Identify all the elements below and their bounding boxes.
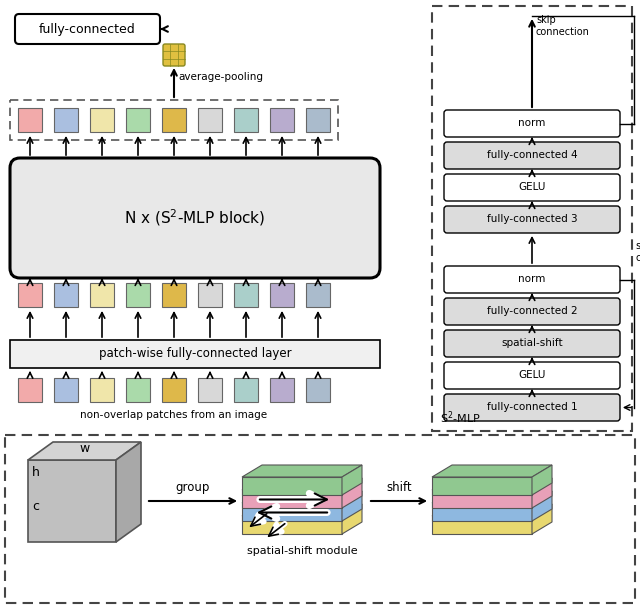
Polygon shape (532, 478, 552, 508)
Text: fully-connected 1: fully-connected 1 (486, 403, 577, 412)
FancyBboxPatch shape (163, 44, 185, 66)
Polygon shape (342, 504, 362, 534)
Bar (242, 516, 342, 534)
FancyBboxPatch shape (444, 174, 620, 201)
Bar (162, 378, 186, 402)
Bar (432, 516, 532, 534)
Bar (126, 283, 150, 307)
Bar (90, 378, 114, 402)
Bar (162, 108, 186, 132)
Text: norm: norm (518, 118, 546, 129)
FancyBboxPatch shape (444, 362, 620, 389)
Text: fully-connected 3: fully-connected 3 (486, 215, 577, 224)
Polygon shape (342, 491, 362, 521)
Text: group: group (176, 481, 210, 494)
FancyBboxPatch shape (10, 158, 380, 278)
Bar (234, 378, 258, 402)
Bar (306, 378, 330, 402)
Bar (242, 477, 342, 495)
Bar (28, 460, 116, 542)
Polygon shape (242, 504, 362, 516)
Text: GELU: GELU (518, 370, 546, 381)
Polygon shape (242, 478, 362, 490)
Bar (198, 108, 222, 132)
Bar (126, 378, 150, 402)
Bar (432, 503, 532, 521)
Bar (432, 477, 532, 495)
Bar (198, 378, 222, 402)
Bar (162, 283, 186, 307)
Bar (54, 378, 78, 402)
Bar (198, 283, 222, 307)
Polygon shape (116, 442, 141, 542)
Polygon shape (432, 478, 552, 490)
Text: c: c (33, 500, 40, 512)
Bar (54, 283, 78, 307)
Bar (242, 490, 342, 508)
Bar (306, 283, 330, 307)
FancyBboxPatch shape (444, 330, 620, 357)
Bar (54, 108, 78, 132)
Text: h: h (32, 465, 40, 478)
Text: S$^2$-MLP: S$^2$-MLP (440, 409, 481, 426)
Polygon shape (432, 465, 552, 477)
Polygon shape (342, 465, 362, 495)
Text: fully-connected 4: fully-connected 4 (486, 151, 577, 160)
Bar (270, 378, 294, 402)
Text: average-pooling: average-pooling (178, 73, 263, 82)
FancyBboxPatch shape (15, 14, 160, 44)
Bar (432, 490, 532, 508)
FancyBboxPatch shape (444, 142, 620, 169)
FancyBboxPatch shape (444, 110, 620, 137)
Bar (18, 378, 42, 402)
Text: w: w (79, 442, 90, 456)
Bar (432, 6, 632, 431)
Polygon shape (28, 442, 141, 460)
Text: N x (S$^2$-MLP block): N x (S$^2$-MLP block) (124, 207, 266, 228)
Polygon shape (532, 465, 552, 495)
Polygon shape (532, 491, 552, 521)
Polygon shape (242, 491, 362, 503)
Bar (306, 108, 330, 132)
Bar (18, 108, 42, 132)
Bar (18, 283, 42, 307)
Bar (90, 283, 114, 307)
Polygon shape (242, 465, 362, 477)
FancyBboxPatch shape (444, 394, 620, 421)
Bar (126, 108, 150, 132)
Bar (234, 108, 258, 132)
FancyBboxPatch shape (444, 206, 620, 233)
Bar (5, 435, 635, 603)
Bar (270, 108, 294, 132)
Bar (270, 283, 294, 307)
Bar (10, 100, 338, 140)
Bar (10, 340, 380, 368)
Polygon shape (532, 504, 552, 534)
Text: non-overlap patches from an image: non-overlap patches from an image (81, 410, 268, 420)
Text: norm: norm (518, 274, 546, 284)
Text: fully-connected: fully-connected (39, 23, 136, 35)
FancyBboxPatch shape (444, 266, 620, 293)
Text: patch-wise fully-connected layer: patch-wise fully-connected layer (99, 348, 291, 361)
Text: spatial-shift module: spatial-shift module (246, 546, 357, 556)
Text: spatial-shift: spatial-shift (501, 339, 563, 348)
Polygon shape (432, 491, 552, 503)
Text: GELU: GELU (518, 182, 546, 193)
Text: shift: shift (386, 481, 412, 494)
Text: skip
connection: skip connection (536, 15, 590, 37)
FancyBboxPatch shape (444, 298, 620, 325)
Polygon shape (342, 478, 362, 508)
Bar (90, 108, 114, 132)
Text: skip
connection: skip connection (635, 241, 640, 263)
Bar (242, 503, 342, 521)
Bar (234, 283, 258, 307)
Polygon shape (432, 504, 552, 516)
Text: fully-connected 2: fully-connected 2 (486, 306, 577, 317)
